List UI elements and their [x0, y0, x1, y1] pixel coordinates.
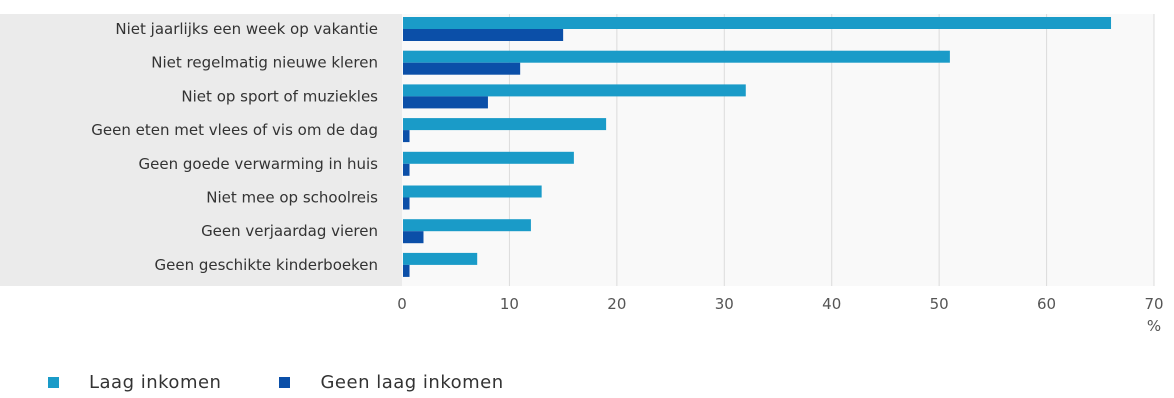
bar-geen-laag-inkomen-4	[403, 163, 410, 176]
bar-laag-inkomen-2	[403, 84, 746, 97]
legend-swatch-geen-laag-inkomen	[279, 377, 291, 388]
x-tick-label-70: 70	[1144, 295, 1163, 313]
category-labels: Niet jaarlijks een week op vakantie Niet …	[91, 20, 378, 274]
category-panel	[0, 14, 402, 286]
bar-geen-laag-inkomen-7	[403, 264, 410, 277]
legend: Laag inkomen Geen laag inkomen	[48, 372, 562, 393]
legend-item-laag-inkomen[interactable]: Laag inkomen	[48, 372, 221, 393]
legend-swatch-laag-inkomen	[48, 377, 59, 388]
bar-laag-inkomen-5	[403, 185, 542, 198]
x-tick-label-10: 10	[500, 295, 519, 313]
x-tick-label-30: 30	[715, 295, 734, 313]
x-tick-label-20: 20	[607, 295, 626, 313]
bar-geen-laag-inkomen-0	[403, 29, 564, 41]
bar-geen-laag-inkomen-1	[403, 62, 521, 75]
category-label-4: Geen goede verwarming in huis	[139, 155, 379, 173]
x-tick-label-0: 0	[397, 295, 407, 313]
bar-laag-inkomen-1	[403, 50, 950, 63]
x-tick-label-60: 60	[1037, 295, 1056, 313]
bar-laag-inkomen-6	[403, 219, 531, 232]
legend-label-geen-laag-inkomen: Geen laag inkomen	[320, 372, 504, 393]
bar-geen-laag-inkomen-6	[403, 231, 424, 244]
x-axis-unit-label: %	[1147, 317, 1161, 335]
legend-item-geen-laag-inkomen[interactable]: Geen laag inkomen	[279, 372, 503, 393]
category-label-1: Niet regelmatig nieuwe kleren	[151, 54, 378, 72]
bar-geen-laag-inkomen-2	[403, 96, 488, 109]
bar-laag-inkomen-3	[403, 118, 607, 131]
bar-laag-inkomen-0	[403, 17, 1112, 29]
category-label-5: Niet mee op schoolreis	[206, 189, 378, 207]
bar-laag-inkomen-7	[403, 252, 478, 265]
legend-label-laag-inkomen: Laag inkomen	[89, 372, 222, 393]
bar-laag-inkomen-4	[403, 151, 574, 164]
bar-geen-laag-inkomen-3	[403, 130, 410, 143]
x-tick-label-40: 40	[822, 295, 841, 313]
x-tick-label-50: 50	[930, 295, 949, 313]
bars	[403, 17, 1112, 277]
category-label-3: Geen eten met vlees of vis om de dag	[91, 121, 378, 139]
category-label-6: Geen verjaardag vieren	[201, 222, 378, 240]
category-label-0: Niet jaarlijks een week op vakantie	[115, 20, 378, 38]
category-label-2: Niet op sport of muziekles	[181, 87, 378, 105]
x-axis-ticks: 0 10 20 30 40 50 60 70%	[397, 295, 1163, 335]
category-label-7: Geen geschikte kinderboeken	[155, 256, 379, 274]
bar-geen-laag-inkomen-5	[403, 197, 410, 210]
